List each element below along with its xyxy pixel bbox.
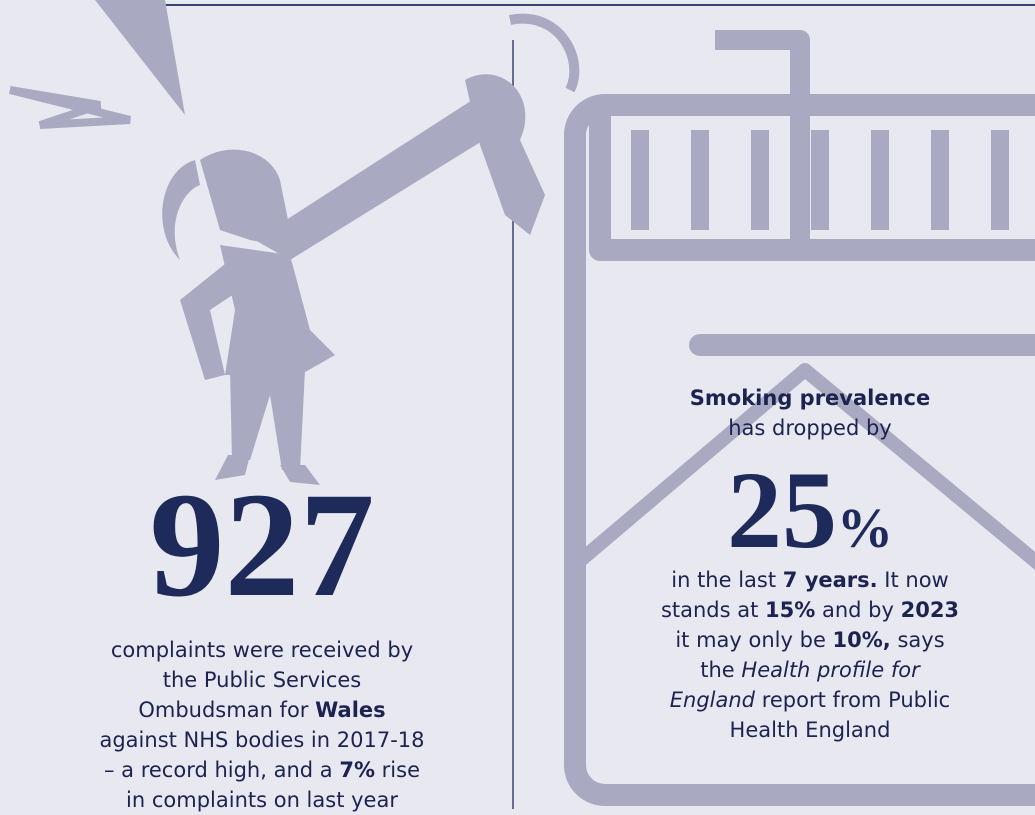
text: and by bbox=[815, 598, 900, 622]
shout-bolt bbox=[10, 90, 130, 125]
text-bold: 2023 bbox=[901, 598, 959, 622]
text: in the last bbox=[671, 568, 783, 592]
number: 25 bbox=[727, 449, 837, 571]
arm bbox=[255, 95, 500, 260]
text-bold: 7 years. bbox=[783, 568, 878, 592]
heading: Smoking prevalence has dropped by bbox=[650, 383, 970, 443]
page: 927 complaints were received by the Publ… bbox=[0, 0, 1035, 809]
text-bold: 15% bbox=[765, 598, 815, 622]
caption: complaints were received by the Public S… bbox=[97, 635, 427, 815]
torso bbox=[220, 245, 335, 375]
unit: % bbox=[837, 498, 893, 560]
text: it may only be bbox=[675, 628, 832, 652]
woman-figure bbox=[10, 0, 574, 485]
motion-arc bbox=[510, 19, 574, 90]
text-bold: 10%, bbox=[833, 628, 891, 652]
thumb-down bbox=[465, 74, 545, 235]
caption: in the last 7 years. It now stands at 15… bbox=[655, 565, 965, 745]
text-bold: 7% bbox=[339, 758, 375, 782]
text: has dropped by bbox=[728, 416, 892, 440]
ponytail bbox=[162, 160, 200, 260]
cigarettes bbox=[640, 130, 1000, 230]
text: report from Public Health England bbox=[730, 688, 951, 742]
shout-bolt bbox=[95, 0, 185, 115]
text-bold: Smoking prevalence bbox=[690, 386, 930, 410]
big-number: 927 bbox=[112, 470, 412, 620]
text-bold: Wales bbox=[315, 698, 386, 722]
